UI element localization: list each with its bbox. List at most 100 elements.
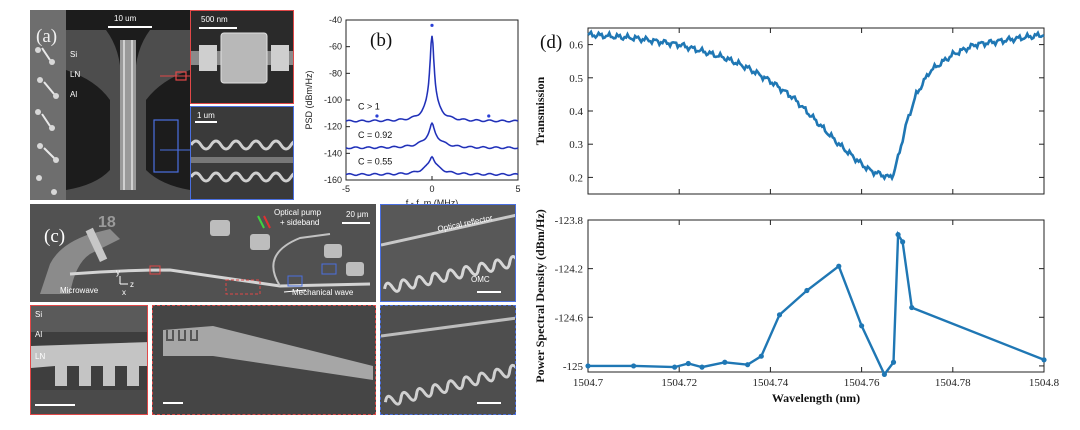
transmission-ytick-label: 0.3 (569, 139, 583, 151)
panel-c-device-graphic (30, 204, 376, 302)
panel-a-pattern-strip (30, 10, 66, 200)
psd-wavelength-point (631, 363, 637, 369)
electrode-layer-si: Si (35, 310, 43, 319)
psd-wavelength-point (672, 364, 678, 370)
psd-wavelength-point (909, 304, 915, 311)
axis-x-label: x (122, 288, 126, 297)
zoom-bottom-scale-label: 1 um (197, 111, 215, 120)
mechanical-wave-label: Mechanical wave (292, 288, 354, 297)
zoom-top-graphic (191, 32, 293, 84)
psd-wavelength-ytick-label: -123.8 (555, 215, 584, 227)
psd-wavelength-xtick-label: 1504.74 (753, 377, 789, 389)
psd-wavelength-point (685, 360, 691, 367)
psd-ytick-label: -60 (329, 42, 342, 52)
psd-xtick-label: -5 (342, 184, 350, 194)
psd-ytick-label: -140 (324, 148, 342, 158)
layer-label-si: Si (70, 50, 78, 59)
wavelength-charts: 0.2 0.3 0.4 0.5 0.6 Transmission -125 -124.6 -12… (533, 27, 1060, 405)
psd-wavelength-frame (587, 219, 1045, 373)
transmission-frame (587, 27, 1045, 195)
panel-b: -160 -140 -120 -100 -80 -60 -40 -5 0 5 PSD (dBm/Hz… (298, 10, 526, 210)
zoom-top-scale-bar (199, 27, 237, 29)
psd-wavelength-ytick-label: -125 (563, 361, 584, 373)
panel-a-scale-bar (108, 26, 152, 28)
psd-wavelength-point (758, 353, 764, 359)
transmission-ylabel: Transmission (533, 76, 547, 145)
panel-c-label: (c) (44, 226, 66, 247)
psd-chart: -160 -140 -120 -100 -80 -60 -40 -5 0 5 PSD (dBm/Hz… (304, 15, 521, 208)
omc-label: OMC (471, 275, 490, 284)
psd-wavelength-xlabel: Wavelength (nm) (772, 391, 860, 405)
electrode-layer-ln: LN (35, 352, 46, 361)
electrode-layer-al: Al (35, 330, 43, 339)
psd-wavelength-point (859, 323, 865, 329)
psd-wavelength-point (776, 312, 783, 318)
psd-wavelength-point (804, 287, 810, 294)
panel-a-device-graphic (66, 10, 190, 200)
axis-z-label: z (130, 280, 134, 289)
panel-a-connectors (160, 75, 190, 151)
psd-wavelength-point (1041, 357, 1047, 363)
zoom-top-scale-label: 500 nm (201, 15, 228, 24)
layer-label-al: Al (70, 90, 78, 99)
panel-a-zoom-bottom: 1 um (190, 106, 294, 200)
psd-series-fit (345, 35, 519, 123)
psd-wavelength-ytick-label: -124.2 (555, 264, 583, 276)
psd-ytick-label: -40 (329, 15, 342, 25)
psd-wavelength-point (722, 359, 728, 365)
pattern-strip-graphic (35, 47, 59, 195)
psd-ytick-label: -160 (324, 175, 342, 185)
panel-b-label: (b) (370, 30, 393, 51)
psd-series-fit (345, 122, 519, 149)
psd-ytick-label: -100 (324, 95, 342, 105)
psd-wavelength-ytick-label: -124.6 (555, 312, 584, 324)
sideband-label: + sideband (280, 218, 320, 227)
panel-c-taper (152, 305, 376, 415)
transmission-ytick-label: 0.6 (569, 40, 583, 52)
omc-zoom-scale-bar (477, 402, 501, 404)
panel-a: (a) Si LN Al 10 um (30, 10, 190, 200)
psd-marker (487, 114, 491, 118)
psd-series-fit (345, 156, 519, 176)
microwave-label: Microwave (60, 286, 99, 295)
layer-label-ln: LN (70, 70, 81, 79)
panel-d-label: (d) (540, 32, 563, 53)
panel-c-reflector: Optical reflector OMC (380, 204, 516, 302)
panel-d: 0.2 0.3 0.4 0.5 0.6 Transmission -125 -124.6 -12… (530, 18, 1075, 426)
psd-xtick-label: 0 (429, 184, 434, 194)
psd-wavelength-point (836, 263, 842, 269)
transmission-ytick-label: 0.4 (569, 106, 583, 118)
reflector-scale-bar (477, 291, 501, 293)
psd-wavelength-point (900, 239, 906, 245)
taper-graphic (163, 326, 373, 380)
psd-series-label: C = 0.92 (358, 130, 392, 140)
taper-scale-bar (163, 402, 183, 404)
transmission-ytick-label: 0.5 (569, 73, 583, 85)
psd-marker (375, 114, 379, 118)
psd-ytick-label: -80 (329, 68, 342, 78)
psd-wavelength-ylabel: Power Spectral Density (dBm/Hz) (533, 209, 547, 382)
psd-wavelength-point (895, 231, 901, 238)
psd-xtick-label: 5 (515, 184, 520, 194)
transmission-line (587, 29, 1045, 182)
axis-y-label: y (116, 268, 120, 277)
zoom-bottom-graphic (191, 139, 293, 183)
electrode-scale-bar (35, 404, 75, 406)
panel-c-electrode: Si Al LN (30, 305, 148, 415)
psd-xlabel: f - f_m (MHz) (406, 198, 459, 208)
panel-a-scale-label: 10 um (114, 14, 137, 23)
device-number: 18 (98, 214, 116, 231)
panel-c-scale-bar (342, 222, 370, 224)
panel-c-main: (c) 18 Optical pump + sideband 20 μm Mic… (30, 204, 376, 302)
electrode-graphic (31, 306, 147, 414)
psd-wavelength-point (699, 364, 705, 370)
psd-marker (430, 23, 434, 27)
psd-series-label: C = 0.55 (358, 157, 392, 167)
panel-a-label: (a) (36, 26, 58, 47)
psd-wavelength-point (881, 371, 887, 378)
psd-plot-frame (345, 19, 519, 181)
psd-wavelength-xtick-label: 1504.8 (1029, 377, 1060, 389)
reflector-graphic (381, 213, 515, 293)
psd-wavelength-point (585, 363, 591, 369)
psd-wavelength-point (890, 359, 897, 365)
